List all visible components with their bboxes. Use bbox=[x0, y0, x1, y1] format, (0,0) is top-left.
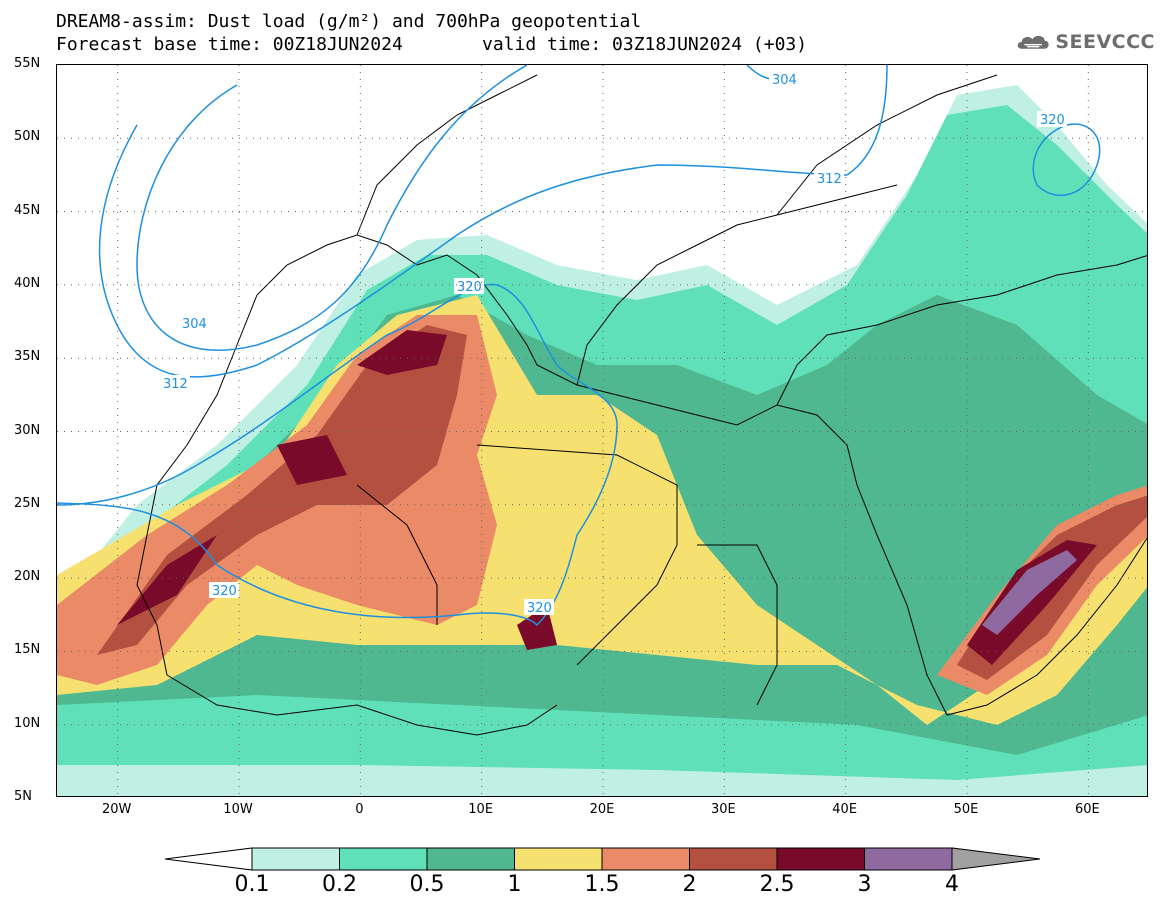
latitude-label: 40N bbox=[14, 275, 41, 291]
dust-band-2.5-arabia bbox=[967, 540, 1097, 665]
latitude-label: 5N bbox=[14, 789, 32, 804]
latitude-label: 10N bbox=[14, 715, 41, 731]
longitude-label: 40E bbox=[832, 802, 858, 817]
colorbar-swatch bbox=[689, 847, 778, 871]
colorbar-tick-label: 1 bbox=[507, 872, 522, 897]
longitude-label: 20W bbox=[101, 802, 132, 817]
longitude-label: 10E bbox=[468, 802, 494, 817]
colorbar-swatch bbox=[339, 847, 428, 871]
valid-time: valid time: 03Z18JUN2024 (+03) bbox=[482, 34, 808, 55]
contour-label: 320 bbox=[527, 601, 552, 616]
longitude-label: 20E bbox=[589, 802, 615, 817]
contour-label: 320 bbox=[457, 280, 482, 295]
colorbar-swatch bbox=[426, 847, 515, 871]
colorbar-swatch bbox=[776, 847, 865, 871]
latitude-label: 25N bbox=[14, 495, 41, 511]
colorbar-tick-label: 4 bbox=[945, 872, 959, 897]
contour-label: 304 bbox=[772, 73, 797, 88]
map-area: 304 304 312 312 320 320 320 320 bbox=[56, 64, 1148, 797]
cloud-icon bbox=[1017, 35, 1049, 49]
colorbar-tick-label: 2 bbox=[682, 872, 697, 897]
latitude-label: 35N bbox=[14, 349, 41, 365]
contour-304-west bbox=[136, 65, 528, 351]
logo-text: SEEVCCC bbox=[1055, 31, 1155, 53]
longitude-label: 30E bbox=[710, 802, 736, 817]
graticule bbox=[57, 65, 1147, 796]
seevccc-logo: SEEVCCC bbox=[1015, 24, 1155, 60]
contour-label: 320 bbox=[212, 584, 237, 599]
colorbar-swatch bbox=[514, 847, 603, 871]
colorbar-tick-label: 0.1 bbox=[234, 872, 270, 897]
longitude-label: 0 bbox=[355, 802, 364, 817]
longitude-label: 50E bbox=[953, 802, 979, 817]
colorbar-tick-label: 0.5 bbox=[409, 872, 445, 897]
colorbar-swatch bbox=[601, 847, 690, 871]
longitude-label: 10W bbox=[223, 802, 253, 817]
coastlines bbox=[136, 74, 1147, 736]
colorbar-swatch bbox=[864, 847, 953, 871]
contour-label: 320 bbox=[1040, 113, 1065, 128]
colorbar-tick-label: 0.2 bbox=[322, 872, 357, 897]
colorbar-tick-label: 2.5 bbox=[759, 872, 795, 897]
latitude-label: 15N bbox=[14, 642, 41, 658]
colorbar-over-triangle bbox=[951, 847, 1041, 871]
dust-load-map: 304 304 312 312 320 320 320 320 bbox=[57, 65, 1147, 796]
map-title: DREAM8-assim: Dust load (g/m²) and 700hP… bbox=[56, 11, 642, 32]
colorbar-tick-label: 3 bbox=[857, 872, 872, 897]
geopotential-contours bbox=[57, 65, 1101, 627]
colorbar-under-triangle bbox=[164, 847, 253, 871]
colorbar-swatch bbox=[251, 847, 340, 871]
longitude-label: 60E bbox=[1074, 802, 1100, 817]
latitude-label: 50N bbox=[14, 129, 41, 145]
contour-label: 312 bbox=[817, 172, 842, 187]
colorbar bbox=[164, 847, 1041, 871]
contour-312-east bbox=[846, 65, 888, 176]
latitude-label: 45N bbox=[14, 202, 41, 218]
contour-320-east bbox=[1032, 123, 1101, 196]
latitude-label: 30N bbox=[14, 422, 41, 438]
dust-band-3 bbox=[982, 550, 1077, 635]
contour-label: 304 bbox=[182, 317, 207, 332]
colorbar-tick-label: 1.5 bbox=[584, 872, 620, 897]
forecast-base-time: Forecast base time: 00Z18JUN2024 bbox=[56, 34, 403, 55]
latitude-label: 55N bbox=[14, 56, 41, 71]
contour-label: 312 bbox=[163, 377, 188, 392]
contour-320-main bbox=[57, 283, 618, 627]
contour-labels: 304 304 312 312 320 320 320 320 bbox=[160, 71, 1067, 616]
latitude-label: 20N bbox=[14, 569, 41, 585]
contour-312-west bbox=[98, 124, 848, 378]
